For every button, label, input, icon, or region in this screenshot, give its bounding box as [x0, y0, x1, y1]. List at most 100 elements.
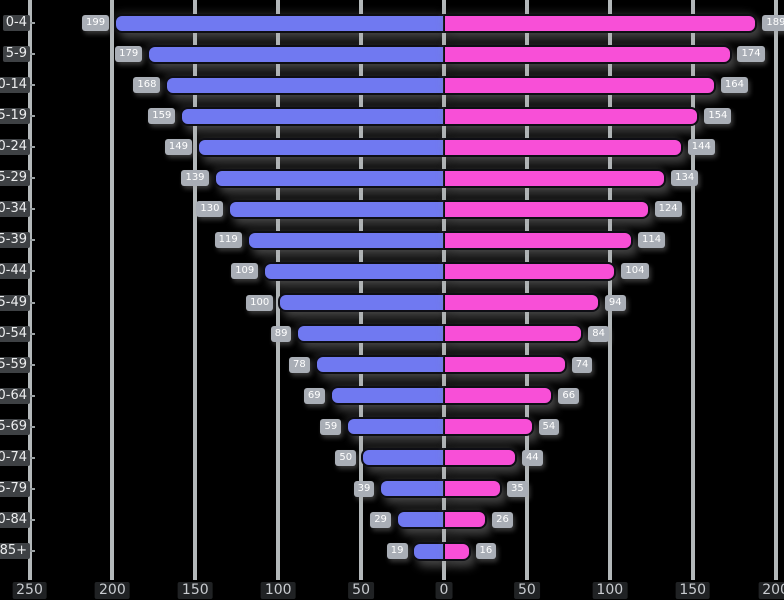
y-axis-tick	[30, 487, 35, 490]
left-bar[interactable]	[314, 355, 444, 375]
age-group-label: 15-19	[0, 108, 30, 125]
left-bar[interactable]	[147, 44, 444, 64]
right-bar[interactable]	[444, 75, 716, 95]
right-bar[interactable]	[444, 13, 758, 33]
left-bar-value-label: 78	[288, 356, 310, 373]
left-bar-value-label: 29	[370, 511, 391, 528]
left-bar-value-label: 199	[81, 15, 110, 31]
right-bar-value-label: 124	[654, 201, 682, 218]
left-bar[interactable]	[412, 541, 444, 561]
age-group-label: 45-49	[0, 294, 30, 311]
left-bar[interactable]	[278, 293, 444, 313]
gridline	[110, 0, 115, 580]
y-axis-tick	[30, 208, 35, 211]
age-group-label: 20-24	[0, 139, 30, 156]
right-bar[interactable]	[444, 168, 667, 188]
age-group-label: 55-59	[0, 356, 30, 373]
gridline	[607, 0, 612, 580]
left-bar-value-label: 100	[246, 294, 274, 311]
left-bar[interactable]	[213, 168, 444, 188]
right-bar-value-label: 74	[571, 356, 593, 373]
left-bar-value-label: 168	[133, 77, 161, 94]
age-group-label: 80-84	[0, 511, 30, 528]
x-axis-tick-label: 200	[758, 582, 784, 599]
left-bar[interactable]	[395, 510, 444, 530]
right-bar[interactable]	[444, 137, 683, 157]
y-axis-tick	[30, 270, 35, 273]
right-bar-value-label: 154	[704, 108, 732, 125]
x-axis-tick-label: 100	[592, 582, 628, 599]
right-bar[interactable]	[444, 324, 584, 344]
right-bar-value-label: 189	[762, 15, 784, 31]
right-bar-value-label: 174	[737, 46, 765, 63]
y-axis-tick	[30, 332, 35, 335]
left-bar-value-label: 69	[303, 387, 325, 404]
right-bar[interactable]	[444, 417, 534, 437]
left-bar[interactable]	[263, 261, 444, 281]
right-bar[interactable]	[444, 106, 700, 126]
gridline	[690, 0, 695, 580]
x-axis-tick-label: 50	[513, 582, 540, 599]
age-group-label: 25-29	[0, 170, 30, 187]
gridline	[524, 0, 529, 580]
left-bar[interactable]	[180, 106, 444, 126]
gridline	[27, 0, 32, 580]
left-bar[interactable]	[329, 386, 444, 406]
left-bar[interactable]	[246, 230, 444, 250]
left-bar-value-label: 89	[270, 325, 292, 342]
y-axis-tick	[30, 177, 35, 180]
left-bar[interactable]	[361, 448, 444, 468]
gridline	[193, 0, 198, 580]
left-bar-value-label: 139	[181, 170, 209, 187]
right-bar[interactable]	[444, 199, 650, 219]
age-group-label: 70-74	[0, 449, 30, 466]
right-bar-value-label: 84	[588, 325, 609, 342]
left-bar-value-label: 39	[353, 480, 375, 497]
left-bar[interactable]	[228, 199, 444, 219]
right-bar[interactable]	[444, 230, 633, 250]
right-bar[interactable]	[444, 386, 554, 406]
left-bar[interactable]	[296, 324, 444, 344]
x-axis-tick-label: 0	[435, 582, 453, 599]
left-bar[interactable]	[346, 417, 444, 437]
left-bar-value-label: 159	[148, 108, 176, 125]
y-axis-tick	[30, 456, 35, 459]
y-axis-tick	[30, 239, 35, 242]
x-axis-tick-label: 100	[260, 582, 296, 599]
left-bar[interactable]	[379, 479, 444, 499]
right-bar[interactable]	[444, 448, 517, 468]
y-axis-tick	[30, 115, 35, 118]
left-bar[interactable]	[196, 137, 444, 157]
right-bar[interactable]	[444, 541, 471, 561]
age-group-label: 50-54	[0, 325, 30, 342]
x-axis-tick-label: 150	[177, 582, 213, 599]
age-group-label: 60-64	[0, 387, 30, 404]
right-bar-value-label: 114	[638, 232, 666, 249]
age-group-label: 10-14	[0, 77, 30, 94]
right-bar-value-label: 144	[687, 139, 715, 156]
age-group-label: 30-34	[0, 201, 30, 218]
right-bar[interactable]	[444, 510, 488, 530]
x-axis-tick-label: 200	[95, 582, 130, 599]
y-axis-tick	[30, 550, 35, 553]
left-bar-value-label: 59	[320, 418, 342, 435]
left-bar[interactable]	[165, 75, 444, 95]
right-bar[interactable]	[444, 44, 733, 64]
age-group-label: 85+	[0, 543, 30, 560]
left-bar[interactable]	[114, 13, 444, 33]
right-bar[interactable]	[444, 355, 567, 375]
right-bar-value-label: 164	[720, 77, 748, 94]
y-axis-tick	[30, 53, 35, 56]
age-group-label: 35-39	[0, 232, 30, 249]
right-bar[interactable]	[444, 479, 503, 499]
right-bar-value-label: 104	[621, 263, 649, 280]
y-axis-tick	[30, 394, 35, 397]
x-axis-tick-label: 50	[348, 582, 375, 599]
right-bar[interactable]	[444, 293, 600, 313]
right-bar[interactable]	[444, 261, 617, 281]
age-group-label: 0-4	[2, 15, 30, 31]
gridline	[276, 0, 281, 580]
y-axis-tick	[30, 363, 35, 366]
left-bar-value-label: 130	[196, 201, 224, 218]
right-bar-value-label: 66	[558, 387, 580, 404]
